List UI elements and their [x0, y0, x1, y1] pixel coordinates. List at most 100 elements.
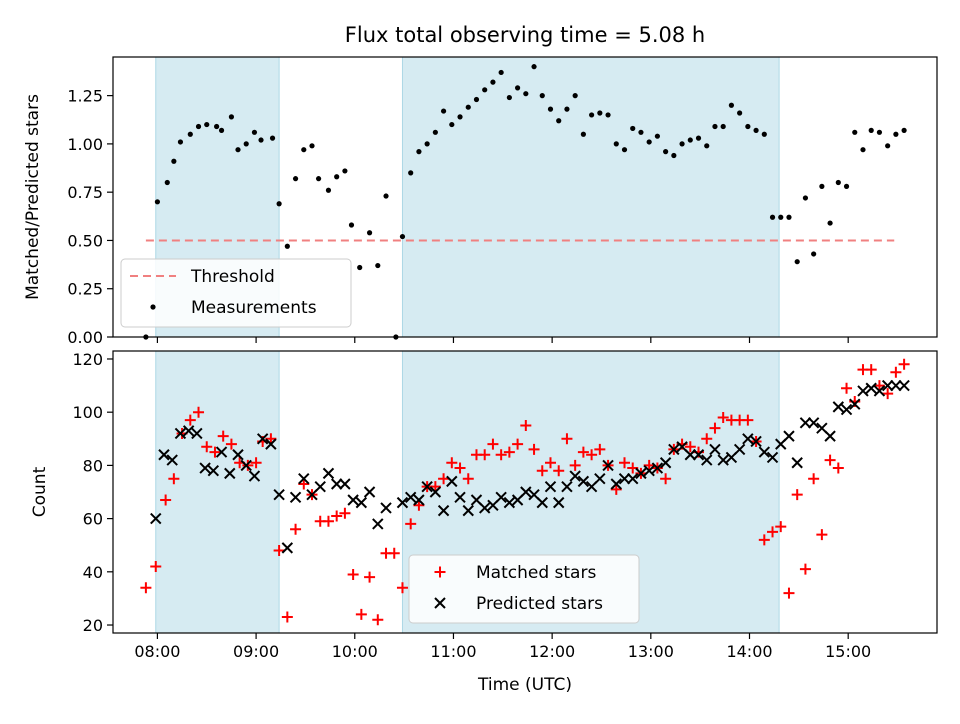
predicted-star-point	[618, 472, 631, 485]
predicted-star-point	[643, 465, 655, 477]
measurement-point	[514, 85, 521, 91]
predicted-star-point	[602, 459, 614, 472]
matched-star-point	[610, 483, 622, 495]
measurement-point	[315, 176, 322, 182]
predicted-star-point	[322, 467, 335, 480]
predicted-star-point	[158, 449, 170, 461]
measurement-point	[737, 110, 743, 116]
matched-star-point	[799, 563, 811, 575]
predicted-star-point	[832, 401, 845, 413]
measurement-point	[465, 104, 471, 110]
measurement-point	[893, 131, 899, 137]
matched-star-point	[832, 462, 844, 474]
x-tick-label: 08:00	[134, 642, 180, 661]
predicted-star-point	[421, 480, 433, 493]
predicted-star-point	[783, 430, 795, 442]
legend-top: Threshold Measurements	[120, 258, 352, 328]
matched-star-point	[184, 414, 196, 426]
predicted-star-point	[659, 457, 672, 469]
matched-star-point	[487, 438, 499, 450]
matched-star-point	[536, 465, 548, 477]
x-tick-label: 13:00	[628, 642, 674, 661]
predicted-star-point	[166, 454, 178, 466]
shaded-interval-bottom-0	[155, 350, 280, 634]
legend-measurement-label: Measurements	[191, 298, 317, 318]
measurement-point	[712, 123, 718, 130]
measurement-point	[375, 262, 381, 269]
matched-star-point	[242, 459, 254, 471]
y-tick-label: 0.75	[67, 183, 103, 202]
predicted-star-point	[865, 382, 877, 394]
measurement-point	[786, 214, 792, 220]
measurement-point	[284, 243, 290, 249]
matched-star-point	[281, 611, 293, 623]
matched-star-point	[160, 494, 172, 506]
measurement-point	[235, 147, 241, 153]
measurement-point	[204, 121, 210, 128]
measurement-point	[498, 69, 504, 76]
measurement-point	[292, 176, 299, 182]
predicted-star-point	[396, 496, 409, 509]
predicted-star-point	[791, 457, 803, 469]
matched-star-point	[841, 382, 853, 394]
predicted-star-point	[446, 475, 458, 488]
series-bottom-0	[140, 358, 910, 626]
measurement-point	[309, 143, 315, 149]
matched-star-point	[808, 473, 820, 485]
predicted-star-point	[437, 504, 450, 517]
x-axis-label: Time (UTC)	[477, 675, 572, 695]
matched-star-point	[454, 462, 466, 474]
y-tick-label: 0.25	[67, 280, 103, 299]
measurement-point	[556, 118, 562, 124]
matched-star-point	[544, 457, 556, 469]
measurement-point	[258, 137, 264, 143]
matched-star-point	[783, 587, 795, 599]
measurement-point	[195, 123, 202, 130]
matched-star-point	[709, 422, 721, 434]
matched-star-point	[643, 459, 655, 471]
measurement-point	[154, 199, 161, 205]
predicted-star-point	[536, 496, 548, 509]
matched-star-point	[372, 614, 384, 626]
predicted-star-point	[701, 454, 713, 466]
matched-star-point	[322, 515, 334, 527]
matched-star-point	[561, 433, 573, 445]
matched-star-point	[824, 454, 836, 466]
measurement-point	[564, 106, 570, 112]
predicted-star-point	[413, 494, 425, 506]
predicted-star-point	[553, 496, 565, 509]
measurement-point	[589, 112, 595, 118]
matched-star-point	[429, 481, 441, 493]
measurement-point	[687, 137, 693, 143]
matched-star-point	[462, 473, 474, 485]
predicted-star-point	[347, 494, 359, 506]
predicted-star-point	[174, 427, 187, 440]
measurement-point	[580, 131, 586, 137]
predicted-star-point	[627, 472, 639, 485]
measurement-point	[449, 121, 455, 128]
y-tick-label: 20	[83, 616, 103, 635]
measurement-point	[597, 110, 603, 116]
measurement-point	[613, 141, 619, 147]
predicted-star-point	[594, 472, 606, 485]
predicted-star-point	[890, 379, 902, 392]
panel-bottom: 20 40 60 80 100 120 08:00 09:00 10:00 11:00 12:00 1…	[30, 350, 938, 661]
y-tick-label: 100	[72, 403, 103, 422]
predicted-star-point	[380, 502, 392, 514]
predicted-star-point	[610, 478, 622, 490]
matched-star-point	[355, 608, 367, 620]
measurement-point	[679, 141, 685, 147]
predicted-star-point	[807, 417, 820, 429]
chart-title: Flux total observing time = 5.08 h	[345, 23, 705, 47]
measurement-point	[301, 147, 307, 153]
measurement-point	[761, 131, 767, 137]
matched-star-point	[742, 414, 754, 426]
measurement-point	[164, 179, 170, 186]
measurement-point	[753, 127, 759, 133]
predicted-star-point	[709, 443, 721, 456]
predicted-star-point	[248, 470, 261, 482]
predicted-star-point	[478, 502, 491, 514]
measurement-point	[835, 179, 841, 186]
predicted-star-point	[265, 438, 277, 450]
